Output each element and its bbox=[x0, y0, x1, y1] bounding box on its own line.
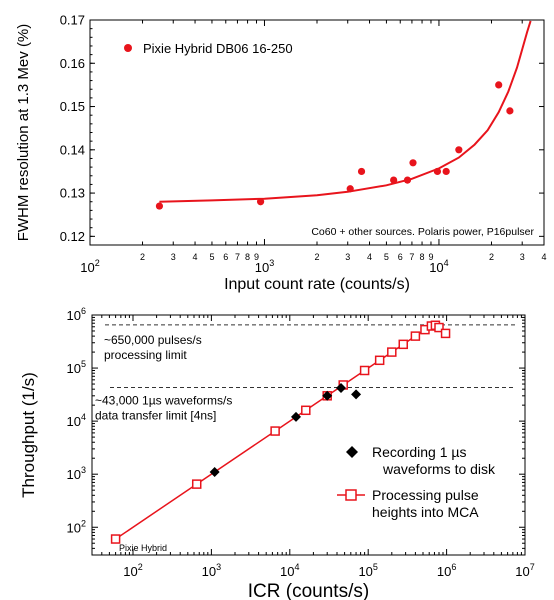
legend-marker-processing bbox=[345, 489, 357, 501]
processing-limit-label-1: ~650,000 pulses/s bbox=[104, 333, 202, 347]
y-tick-label: 104 bbox=[67, 412, 86, 429]
data-point bbox=[442, 167, 450, 176]
x-minor-label: 3 bbox=[345, 252, 350, 262]
x-minor-label: 6 bbox=[398, 252, 403, 262]
x-axis-title: Input count rate (counts/s) bbox=[224, 276, 410, 293]
y-tick-label: 0.16 bbox=[60, 56, 85, 71]
annotation-sources: Co60 + other sources. Polaris power, P16… bbox=[311, 226, 534, 238]
x-minor-label: 3 bbox=[171, 252, 176, 262]
throughput-chart: 102 103 104 105 106 107 102 103 104 105 106 ICR (co… bbox=[19, 306, 535, 600]
data-point bbox=[433, 167, 442, 176]
data-point bbox=[403, 176, 412, 184]
y-tick-label: 106 bbox=[67, 306, 86, 323]
processing-data-point bbox=[270, 426, 280, 436]
x-minor-label: 9 bbox=[428, 252, 433, 262]
processing-data-point bbox=[440, 328, 451, 339]
x-minor-label: 4 bbox=[367, 252, 372, 262]
fit-curve bbox=[159, 20, 532, 203]
data-point bbox=[506, 107, 514, 115]
x-minor-label: 2 bbox=[140, 252, 145, 262]
data-point bbox=[455, 146, 463, 154]
transfer-limit-label-2: data transfer limit [4ns] bbox=[95, 409, 216, 423]
x-tick-label: 102 bbox=[80, 258, 99, 275]
legend-label: Pixie Hybrid DB06 16-250 bbox=[143, 41, 293, 56]
recording-data-point bbox=[291, 411, 302, 422]
legend-label-processing-1: Processing pulse bbox=[372, 487, 479, 503]
annotation-pixie-hybrid: Pixie Hybrid bbox=[119, 543, 167, 553]
legend-label-processing-2: heights into MCA bbox=[372, 504, 479, 520]
processing-data-point bbox=[359, 365, 370, 376]
x-minor-label: 4 bbox=[193, 252, 198, 262]
data-point bbox=[409, 159, 417, 167]
x-tick-label: 104 bbox=[429, 258, 448, 275]
x-minor-label: 7 bbox=[409, 252, 414, 262]
data-point bbox=[357, 167, 366, 176]
data-point bbox=[346, 185, 354, 193]
data-point bbox=[495, 81, 503, 89]
x-minor-label: 6 bbox=[223, 252, 228, 262]
recording-data-point bbox=[336, 383, 347, 394]
recording-data-point bbox=[209, 466, 220, 477]
plot-frame bbox=[91, 314, 526, 556]
x-tick-label: 103 bbox=[202, 562, 221, 579]
x-tick-label: 106 bbox=[437, 562, 456, 579]
x-tick-label: 105 bbox=[358, 562, 377, 579]
legend-label-recording-1: Recording 1 µs bbox=[372, 444, 466, 460]
processing-data-point bbox=[191, 479, 202, 489]
processing-data-point bbox=[374, 355, 385, 366]
x-tick-label: 104 bbox=[280, 562, 299, 579]
data-point bbox=[155, 202, 164, 210]
y-tick-label: 0.12 bbox=[60, 229, 85, 244]
y-tick-label: 103 bbox=[67, 465, 86, 482]
y-axis-title: Throughput (1/s) bbox=[19, 372, 38, 498]
legend-marker-recording bbox=[346, 446, 358, 458]
processing-data-point bbox=[434, 322, 444, 333]
x-minor-label: 9 bbox=[254, 252, 259, 262]
legend-label-recording-2: waveforms to disk bbox=[382, 461, 496, 477]
y-tick-label: 105 bbox=[67, 359, 86, 376]
x-minor-label: 3 bbox=[520, 252, 525, 262]
x-tick-label: 102 bbox=[123, 562, 142, 579]
x-minor-label: 2 bbox=[314, 252, 319, 262]
x-tick-label: 107 bbox=[515, 562, 534, 579]
x-minor-label: 5 bbox=[384, 252, 389, 262]
x-minor-label: 8 bbox=[420, 252, 425, 262]
x-minor-label: 2 bbox=[489, 252, 494, 262]
x-minor-label: 5 bbox=[209, 252, 214, 262]
y-tick-label: 0.14 bbox=[60, 142, 85, 157]
transfer-limit-label-1: ~43,000 1µs waveforms/s bbox=[95, 394, 232, 408]
data-point bbox=[256, 198, 265, 206]
processing-data-point bbox=[110, 534, 121, 544]
x-axis-title: ICR (counts/s) bbox=[248, 581, 369, 600]
legend-marker bbox=[124, 44, 132, 52]
x-minor-label: 7 bbox=[235, 252, 240, 262]
y-tick-label: 0.17 bbox=[60, 13, 85, 28]
processing-data-point bbox=[387, 347, 397, 357]
y-axis-title: FWHM resolution at 1.3 Mev (%) bbox=[15, 24, 32, 242]
data-point bbox=[390, 176, 398, 184]
recording-data-point bbox=[322, 390, 333, 401]
processing-limit-label-2: processing limit bbox=[104, 348, 187, 362]
processing-data-point bbox=[398, 339, 409, 350]
processing-data-point bbox=[301, 405, 311, 416]
y-tick-label: 102 bbox=[67, 518, 86, 535]
x-minor-label: 8 bbox=[245, 252, 250, 262]
processing-data-point bbox=[410, 331, 421, 341]
x-tick-label: 103 bbox=[255, 258, 274, 275]
x-minor-label: 4 bbox=[541, 252, 546, 262]
y-tick-label: 0.15 bbox=[60, 99, 85, 114]
y-tick-label: 0.13 bbox=[60, 186, 85, 201]
recording-data-point bbox=[351, 389, 362, 400]
